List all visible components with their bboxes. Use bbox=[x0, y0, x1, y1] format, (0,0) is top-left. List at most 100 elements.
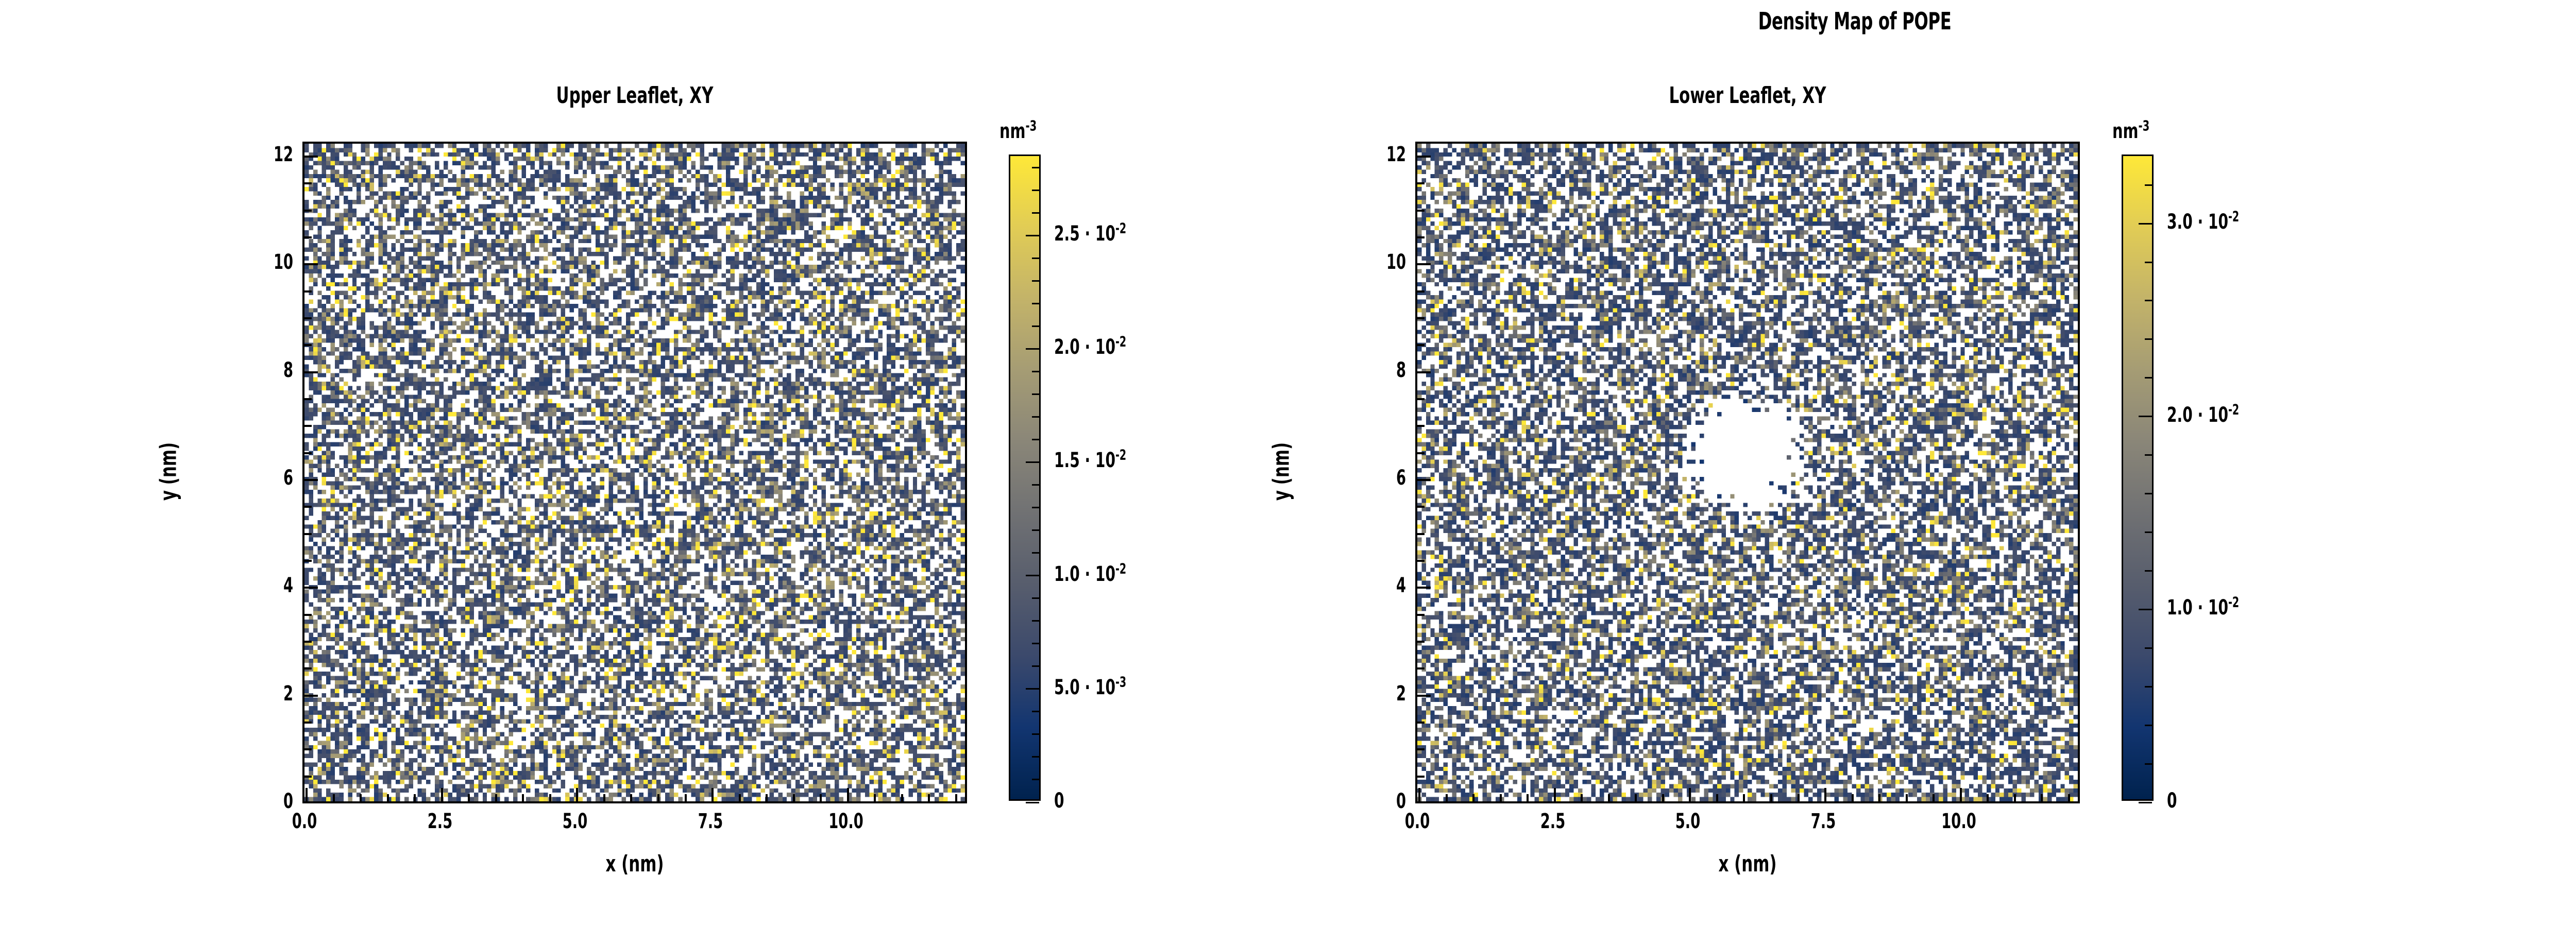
cb-mantissa: 3.0 bbox=[2167, 210, 2193, 234]
y-tick-label: 2 bbox=[283, 681, 293, 706]
x-tick bbox=[1635, 794, 1637, 801]
colorbar-unit-label: nm-3 bbox=[999, 119, 1037, 143]
x-tick bbox=[711, 788, 714, 801]
x-tick-label: 2.5 bbox=[1540, 810, 1565, 833]
colorbar-gradient-bar[interactable] bbox=[1009, 154, 1041, 803]
colorbar-tick bbox=[1032, 280, 1039, 282]
colorbar-tick bbox=[2145, 724, 2152, 726]
x-tick bbox=[684, 794, 687, 801]
x-tick bbox=[1662, 794, 1664, 801]
y-tick bbox=[1417, 667, 1425, 670]
x-tick bbox=[440, 788, 443, 801]
y-tick bbox=[1417, 478, 1431, 481]
y-tick-label: 10 bbox=[273, 250, 293, 274]
x-tick bbox=[576, 788, 579, 801]
x-axis-label: x (nm) bbox=[605, 851, 664, 877]
colorbar-tick bbox=[1032, 212, 1039, 214]
x-tick bbox=[2067, 794, 2070, 801]
x-tick bbox=[2041, 794, 2043, 801]
y-tick bbox=[1417, 425, 1425, 427]
colorbar-tick-label: 2.5 · 10-2 bbox=[1054, 220, 1127, 246]
x-tick bbox=[846, 788, 849, 801]
x-tick bbox=[1987, 794, 1989, 801]
y-tick bbox=[1417, 721, 1425, 724]
x-tick bbox=[386, 794, 389, 801]
colorbar-tick bbox=[1032, 779, 1039, 781]
colorbar-tick bbox=[1032, 733, 1039, 735]
x-tick bbox=[1959, 788, 1962, 801]
cb-mantissa: 5.0 bbox=[1054, 675, 1080, 699]
y-tick bbox=[304, 290, 312, 293]
x-tick bbox=[1418, 788, 1420, 801]
x-tick bbox=[1553, 788, 1556, 801]
colorbar-tick-label: 3.0 · 10-2 bbox=[2167, 209, 2240, 234]
y-tick bbox=[304, 425, 312, 427]
y-tick-label: 6 bbox=[283, 466, 293, 490]
y-tick bbox=[304, 317, 312, 319]
colorbar-tick bbox=[1032, 302, 1039, 304]
cb-exponent: -2 bbox=[2228, 209, 2240, 225]
colorbar-unit-label: nm-3 bbox=[2112, 119, 2149, 143]
y-tick-label: 8 bbox=[1396, 358, 1406, 382]
y-tick bbox=[1417, 182, 1425, 185]
density-heatmap-upper-leaflet bbox=[304, 144, 965, 801]
x-tick bbox=[1607, 794, 1610, 801]
cb-exponent: -2 bbox=[1115, 220, 1127, 237]
x-tick bbox=[1933, 794, 1935, 801]
y-tick bbox=[1417, 155, 1431, 158]
y-tick-label: 8 bbox=[283, 358, 293, 382]
colorbar-tick-label: 0 bbox=[1054, 789, 1064, 813]
colorbar-tick bbox=[2139, 801, 2152, 803]
colorbar-tick bbox=[2139, 608, 2152, 610]
y-tick bbox=[1417, 263, 1431, 266]
y-tick bbox=[1417, 533, 1425, 535]
colorbar-tick bbox=[2145, 531, 2152, 534]
x-tick bbox=[1499, 794, 1502, 801]
x-tick-label: 5.0 bbox=[1675, 810, 1701, 833]
cb-mantissa: 2.5 bbox=[1054, 222, 1080, 246]
y-tick bbox=[1417, 775, 1425, 778]
y-tick bbox=[304, 694, 318, 697]
x-tick bbox=[1878, 794, 1881, 801]
cb-mantissa: 1.0 bbox=[1054, 562, 1080, 586]
y-tick-label: 12 bbox=[273, 142, 293, 166]
y-tick-label: 6 bbox=[1396, 466, 1406, 490]
x-tick-label: 2.5 bbox=[427, 810, 452, 833]
x-tick bbox=[1905, 794, 1908, 801]
x-tick bbox=[820, 794, 822, 801]
y-tick bbox=[1417, 236, 1425, 238]
x-tick bbox=[928, 794, 930, 801]
colorbar-tick-label: 1.0 · 10-2 bbox=[2167, 595, 2240, 620]
y-tick bbox=[304, 452, 312, 454]
cb-exponent: -3 bbox=[1115, 674, 1127, 691]
figure-title: Density Map of POPE bbox=[1758, 7, 1952, 35]
colorbar-tick bbox=[1026, 234, 1039, 236]
colorbar-gradient-bar[interactable] bbox=[2122, 154, 2154, 803]
x-tick bbox=[495, 794, 497, 801]
x-tick bbox=[1770, 794, 1773, 801]
colorbar-tick bbox=[1026, 801, 1039, 803]
y-tick-label: 4 bbox=[283, 574, 293, 598]
colorbar-tick bbox=[1032, 416, 1039, 418]
y-tick bbox=[1417, 802, 1431, 803]
x-tick bbox=[2013, 794, 2016, 801]
y-tick bbox=[304, 533, 312, 535]
y-tick-label: 0 bbox=[1396, 789, 1406, 813]
x-tick bbox=[1851, 794, 1854, 801]
y-axis-label: y (nm) bbox=[1268, 442, 1295, 501]
x-tick bbox=[603, 794, 605, 801]
y-tick bbox=[304, 775, 312, 778]
cb-exponent: -2 bbox=[1115, 334, 1127, 350]
colorbar-gradient bbox=[1010, 156, 1039, 799]
colorbar-tick bbox=[1032, 507, 1039, 509]
colorbar-tick bbox=[1032, 257, 1039, 259]
y-tick bbox=[1417, 559, 1425, 562]
colorbar-tick bbox=[1026, 575, 1039, 577]
colorbar-tick bbox=[2145, 685, 2152, 688]
colorbar-tick bbox=[2139, 222, 2152, 225]
x-tick bbox=[1743, 794, 1745, 801]
colorbar-unit-exponent: -3 bbox=[1025, 118, 1037, 134]
cb-mantissa: 1.5 bbox=[1054, 449, 1080, 473]
colorbar-tick-label: 2.0 · 10-2 bbox=[1054, 334, 1127, 359]
